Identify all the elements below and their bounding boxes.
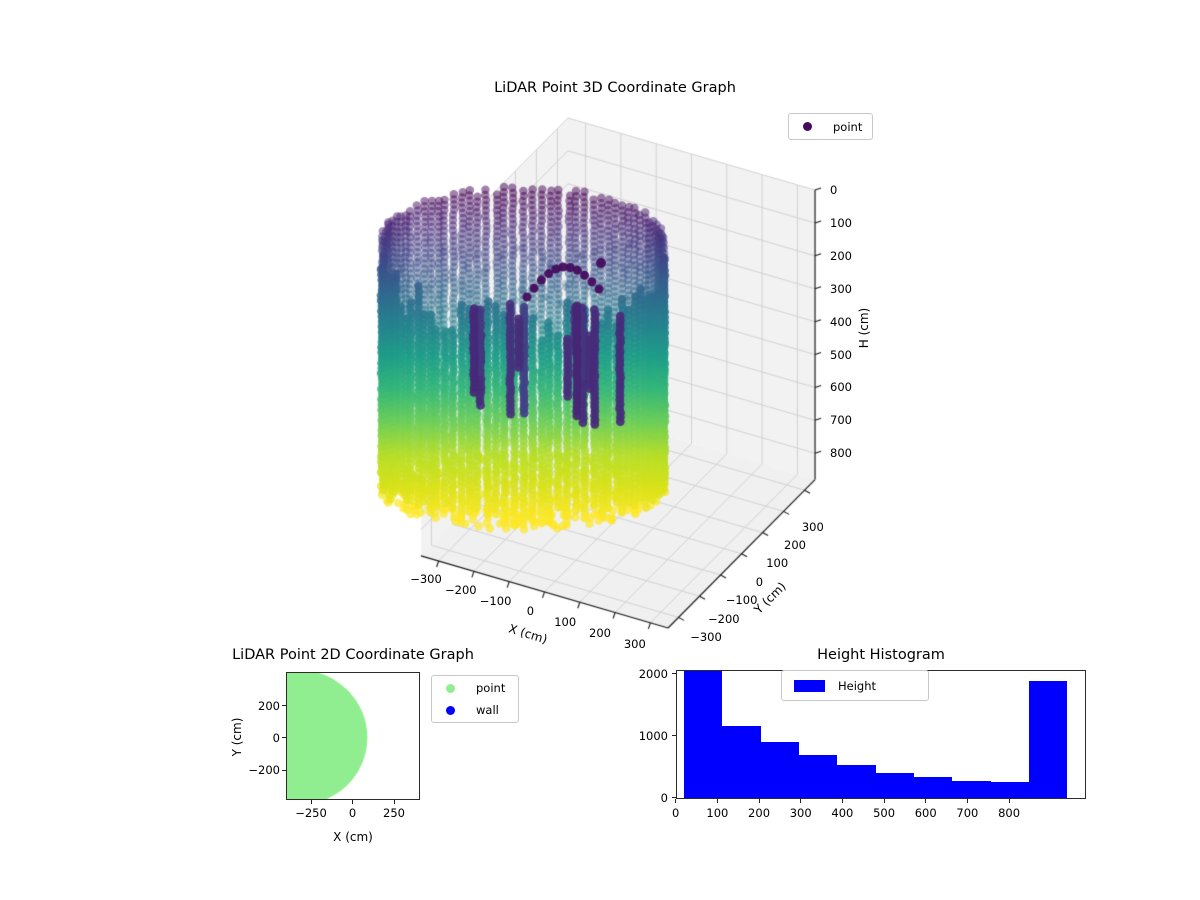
legend-label: point: [476, 681, 506, 695]
tick-label: 0: [755, 574, 764, 589]
tick-label: 200: [830, 248, 852, 263]
plot2d-axes: [286, 672, 420, 800]
legend-row: Height: [782, 675, 928, 697]
tick-label: −100: [479, 593, 512, 608]
tick-label: 200: [748, 806, 771, 820]
histogram-bar: [914, 777, 953, 798]
tick-label: 800: [830, 446, 852, 461]
plot2d-canvas: [287, 673, 419, 799]
tick-label: −300: [690, 630, 722, 644]
tick-mark: [282, 737, 286, 738]
tick-mark: [282, 705, 286, 706]
histogram-bar: [760, 741, 800, 798]
tick-mark: [716, 799, 718, 803]
tick-label: 100: [766, 556, 789, 571]
tick-label: 800: [998, 806, 1021, 820]
tick-mark: [282, 769, 286, 771]
legend-row: wall: [432, 699, 518, 721]
tick-mark: [675, 799, 677, 803]
tick-mark: [925, 799, 927, 803]
tick-label: 100: [706, 806, 729, 820]
tick-label: 400: [830, 314, 852, 329]
histogram-bars: [676, 670, 1085, 798]
tick-label: 0: [272, 730, 280, 745]
plot2d-ylabel: Y (cm): [230, 717, 244, 757]
histogram-bar: [799, 755, 838, 798]
plot3d-canvas: [360, 95, 840, 660]
tick-label: 300: [801, 519, 824, 534]
plot3d-zlabel: H (cm): [857, 307, 871, 349]
histogram-bar: [952, 781, 991, 798]
tick-label: 700: [830, 413, 852, 428]
tick-mark: [883, 799, 885, 803]
tick-label: 2000: [638, 666, 668, 681]
tick-label: 700: [956, 806, 979, 820]
wall-marker-icon: [446, 705, 455, 715]
tick-label: 500: [830, 347, 852, 362]
tick-mark: [310, 800, 312, 804]
tick-label: 200: [784, 538, 806, 552]
tick-label: 300: [830, 281, 852, 296]
tick-label: 200: [589, 626, 611, 640]
tick-label: 100: [830, 215, 852, 230]
tick-label: 300: [789, 806, 812, 820]
histogram-bar: [990, 782, 1030, 798]
plot2d-legend: point wall: [431, 675, 519, 723]
tick-label: 1000: [638, 728, 668, 743]
tick-label: −200: [708, 611, 740, 626]
tick-label: 200: [258, 698, 280, 713]
plot2d-title: LiDAR Point 2D Coordinate Graph: [232, 647, 474, 663]
point-marker-icon: [446, 683, 455, 693]
legend-label: point: [833, 119, 863, 134]
tick-label: 0: [526, 604, 535, 619]
plot3d-title: LiDAR Point 3D Coordinate Graph: [494, 80, 736, 96]
plot3d-legend: point: [788, 113, 873, 140]
histogram-bar: [1029, 681, 1068, 798]
tick-mark: [966, 799, 968, 803]
tick-label: 250: [383, 806, 405, 820]
point-marker-icon: [803, 122, 812, 131]
histogram-bar: [722, 725, 761, 798]
tick-label: 300: [623, 636, 646, 651]
tick-label: −300: [410, 572, 442, 586]
legend-row: point: [789, 116, 872, 138]
histogram-bar: [837, 765, 876, 798]
tick-mark: [352, 800, 353, 804]
tick-mark: [672, 797, 676, 798]
tick-mark: [393, 800, 395, 804]
tick-mark: [841, 799, 843, 803]
tick-label: 0: [348, 806, 357, 820]
tick-label: −100: [725, 593, 758, 608]
tick-mark: [672, 735, 676, 737]
legend-row: point: [432, 677, 518, 699]
legend-label: Height: [838, 678, 877, 693]
histogram-bar: [875, 772, 915, 798]
tick-mark: [672, 673, 676, 675]
histogram-title: Height Histogram: [817, 647, 945, 663]
legend-label: wall: [476, 703, 499, 717]
tick-label: −250: [295, 806, 327, 820]
tick-label: 0: [672, 806, 680, 820]
tick-label: 600: [914, 806, 937, 820]
tick-label: 100: [554, 615, 577, 630]
tick-label: −200: [248, 763, 280, 777]
tick-label: 0: [660, 790, 668, 805]
tick-label: 400: [831, 806, 854, 820]
tick-label: 0: [830, 183, 838, 197]
tick-mark: [1008, 799, 1010, 803]
tick-label: 500: [873, 806, 896, 820]
height-swatch-icon: [794, 679, 825, 692]
tick-label: −200: [445, 582, 477, 597]
tick-mark: [758, 799, 760, 803]
histogram-legend: Height: [781, 670, 929, 701]
histogram-bar: [684, 670, 723, 798]
tick-mark: [800, 799, 802, 803]
tick-label: 600: [830, 380, 852, 395]
plot2d-xlabel: X (cm): [333, 830, 373, 844]
